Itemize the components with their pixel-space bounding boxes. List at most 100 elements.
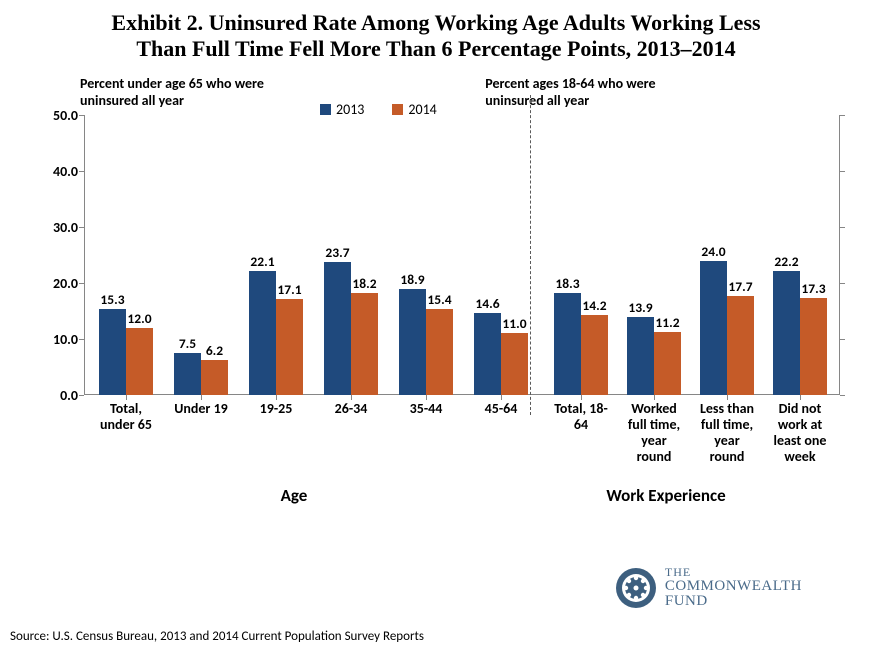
bar-2013: 13.9 [627, 317, 654, 395]
bar-value-label: 17.1 [276, 281, 303, 298]
section-label-work: Work Experience [576, 485, 756, 506]
bar-value-label: 24.0 [700, 243, 727, 260]
bar-group: 14.611.0 [474, 313, 528, 395]
x-axis-label: 45-64 [464, 401, 538, 417]
bar-2013: 15.3 [99, 309, 126, 395]
title-line1: Exhibit 2. Uninsured Rate Among Working … [30, 10, 842, 36]
bar-value-label: 14.2 [581, 297, 608, 314]
bar-value-label: 22.2 [773, 253, 800, 270]
bar-2013: 7.5 [174, 353, 201, 395]
bar-group: 7.56.2 [174, 353, 228, 395]
bar-value-label: 6.2 [201, 342, 228, 359]
bar-2013: 23.7 [324, 262, 351, 395]
bar-2014: 12.0 [126, 328, 153, 395]
bar-value-label: 13.9 [627, 299, 654, 316]
title-line2: Than Full Time Fell More Than 6 Percenta… [30, 36, 842, 62]
source-note: Source: U.S. Census Bureau, 2013 and 201… [10, 629, 424, 644]
y-tick-label: 50.0 [53, 107, 78, 124]
bar-value-label: 7.5 [174, 335, 201, 352]
y-tick [79, 227, 84, 228]
bar-2014: 11.2 [654, 332, 681, 395]
bar-value-label: 11.2 [654, 314, 681, 331]
logo-line3: FUND [665, 594, 802, 610]
y-tick [79, 115, 84, 116]
bar-group: 22.217.3 [773, 271, 827, 395]
bar-2013: 22.2 [773, 271, 800, 395]
legend-swatch-2013 [320, 104, 331, 115]
y-tick-label: 0.0 [60, 387, 78, 404]
y-tick [79, 339, 84, 340]
bar-value-label: 18.3 [554, 275, 581, 292]
panel-divider [530, 95, 531, 415]
bar-2014: 15.4 [426, 309, 453, 395]
bar-2014: 17.7 [727, 296, 754, 395]
subtitle-right: Percent ages 18-64 who were uninsured al… [475, 75, 812, 109]
bar-group: 23.718.2 [324, 262, 378, 395]
x-axis-label: Under 19 [164, 401, 238, 417]
subtitle-right-line1: Percent ages 18-64 who were [485, 75, 812, 92]
x-axis-label: 26-34 [314, 401, 388, 417]
bar-2013: 22.1 [249, 271, 276, 395]
logo-line1: THE [665, 566, 802, 579]
bar-2013: 18.9 [399, 289, 426, 395]
bar-2014: 18.2 [351, 293, 378, 395]
section-label-age: Age [234, 485, 354, 506]
y-tick-label: 40.0 [53, 163, 78, 180]
bar-group: 22.117.1 [249, 271, 303, 395]
y-tick-label: 20.0 [53, 275, 78, 292]
bar-2013: 14.6 [474, 313, 501, 395]
chart-title: Exhibit 2. Uninsured Rate Among Working … [0, 0, 872, 67]
x-axis-label: Total,under 65 [89, 401, 163, 433]
bar-value-label: 17.3 [800, 280, 827, 297]
commonwealth-logo: THE COMMONWEALTH FUND [615, 566, 802, 610]
x-axis-label: Total, 18-64 [544, 401, 618, 433]
logo-line2: COMMONWEALTH [665, 579, 802, 595]
y-axis-line-left [84, 115, 85, 395]
y-tick [79, 171, 84, 172]
x-axis-label: Workedfull time,yearround [617, 401, 691, 465]
plot-area: 15.312.07.56.222.117.123.718.218.915.414… [84, 115, 840, 395]
bar-group: 18.915.4 [399, 289, 453, 395]
y-axis-line-right [839, 115, 840, 395]
commonwealth-logo-text: THE COMMONWEALTH FUND [665, 566, 802, 610]
bar-2014: 14.2 [581, 315, 608, 395]
subtitle-left-line1: Percent under age 65 who were [80, 75, 475, 92]
y-tick [840, 395, 845, 396]
y-tick-label: 30.0 [53, 219, 78, 236]
y-tick [840, 115, 845, 116]
bar-group: 24.017.7 [700, 261, 754, 395]
bar-group: 13.911.2 [627, 317, 681, 395]
bar-value-label: 23.7 [324, 244, 351, 261]
y-tick [840, 283, 845, 284]
chart-area: 0.010.020.030.040.050.0 15.312.07.56.222… [40, 115, 840, 495]
x-axis-label: Did notwork atleast oneweek [763, 401, 837, 465]
x-axis-label: Less thanfull time,yearround [690, 401, 764, 465]
commonwealth-icon [615, 567, 657, 609]
y-tick [79, 283, 84, 284]
y-tick [79, 395, 84, 396]
legend-swatch-2014 [392, 104, 403, 115]
bar-value-label: 17.7 [727, 278, 754, 295]
bar-group: 15.312.0 [99, 309, 153, 395]
bar-2013: 24.0 [700, 261, 727, 395]
bar-value-label: 14.6 [474, 295, 501, 312]
y-tick-label: 10.0 [53, 331, 78, 348]
subtitle-right-line2: uninsured all year [485, 92, 812, 109]
bar-value-label: 11.0 [501, 315, 528, 332]
bar-2014: 17.1 [276, 299, 303, 395]
bar-2014: 11.0 [501, 333, 528, 395]
bar-value-label: 18.9 [399, 271, 426, 288]
bar-2014: 6.2 [201, 360, 228, 395]
bar-value-label: 15.4 [426, 291, 453, 308]
bar-value-label: 22.1 [249, 253, 276, 270]
bar-value-label: 18.2 [351, 275, 378, 292]
y-tick [840, 227, 845, 228]
bar-2014: 17.3 [800, 298, 827, 395]
bar-2013: 18.3 [554, 293, 581, 395]
y-tick [840, 339, 845, 340]
x-axis-label: 19-25 [239, 401, 313, 417]
y-axis-labels: 0.0 10.0 20.0 30.0 40.0 50.0 [40, 107, 80, 403]
bar-value-label: 12.0 [126, 310, 153, 327]
bar-value-label: 15.3 [99, 291, 126, 308]
x-axis-label: 35-44 [389, 401, 463, 417]
